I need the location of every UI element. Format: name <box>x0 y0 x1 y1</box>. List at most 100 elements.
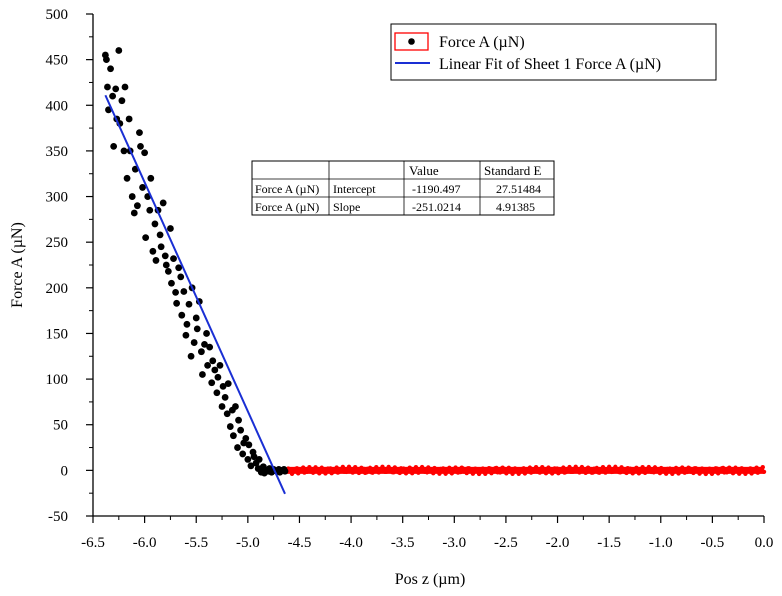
y-tick-label: 100 <box>46 372 69 388</box>
data-point <box>226 423 234 430</box>
data-point <box>214 373 222 381</box>
data-point <box>151 220 159 228</box>
data-point <box>161 252 169 260</box>
noise-marker <box>533 465 539 470</box>
noise-marker <box>313 465 318 470</box>
data-point <box>182 331 190 339</box>
noise-marker <box>600 465 606 470</box>
noise-marker <box>397 470 403 476</box>
noise-marker <box>624 470 629 476</box>
data-point <box>152 257 160 264</box>
data-point <box>170 255 177 263</box>
table-cell: -1190.497 <box>412 182 461 196</box>
legend-marker-scatter-icon <box>408 38 415 45</box>
data-point <box>247 462 255 470</box>
noise-marker <box>724 470 730 475</box>
y-tick-label: 400 <box>46 98 69 114</box>
y-axis-ticks: -50 0 50 100 150 200 250 300 350 400 450 500 <box>46 7 93 525</box>
table-border <box>251 160 555 216</box>
noise-marker <box>521 466 526 471</box>
noise-marker <box>761 469 767 474</box>
x-tick-label: -1.5 <box>597 535 621 551</box>
noise-marker <box>407 465 412 470</box>
fit-results-table: Value Standard E Force A (µN) Intercept … <box>251 160 555 216</box>
noise-marker <box>361 466 367 472</box>
data-point <box>123 174 131 182</box>
x-tick-label: -3.0 <box>442 535 466 551</box>
noise-marker <box>737 471 742 476</box>
table-cell: 4.91385 <box>496 200 535 214</box>
data-point <box>192 314 200 322</box>
x-tick-label: -6.0 <box>133 535 157 551</box>
data-point <box>121 83 129 91</box>
data-point <box>185 300 193 308</box>
data-point <box>235 416 242 424</box>
data-point <box>218 403 226 410</box>
noise-marker <box>294 466 300 471</box>
table-header-value: Value <box>409 163 439 178</box>
data-point <box>197 348 205 356</box>
noise-marker <box>590 470 596 475</box>
noise-marker <box>651 470 656 475</box>
data-point <box>118 97 126 105</box>
noise-marker <box>431 470 436 476</box>
noise-marker <box>720 465 726 471</box>
table-cell: -251.0214 <box>412 200 461 214</box>
y-tick-label: 500 <box>46 7 69 23</box>
x-axis-ticks: -6.5 -6.0 -5.5 -5.0 -4.5 -4.0 -3.5 -3.0 -2.5 -2.0… <box>81 516 773 551</box>
y-tick-label: 50 <box>53 418 68 434</box>
noise-marker <box>500 465 505 470</box>
noise-marker <box>494 465 499 471</box>
y-tick-label: 250 <box>46 235 69 251</box>
noise-marker <box>657 470 663 476</box>
data-point <box>178 311 186 319</box>
data-point <box>133 202 141 210</box>
data-point <box>187 352 195 360</box>
noise-marker <box>554 466 560 471</box>
data-point <box>180 288 188 295</box>
x-tick-label: -2.0 <box>546 535 570 551</box>
noncontact-data-band <box>284 464 767 477</box>
data-point <box>216 362 224 369</box>
data-point <box>128 193 136 200</box>
noise-marker <box>403 471 409 476</box>
data-point <box>147 174 155 182</box>
data-point <box>242 435 250 442</box>
table-cell: Force A (µN) <box>255 182 319 196</box>
data-point <box>109 92 117 100</box>
data-point <box>149 247 157 255</box>
noise-marker <box>561 465 566 470</box>
noise-marker <box>458 469 463 475</box>
data-point <box>199 371 206 378</box>
noise-marker <box>540 464 545 470</box>
x-tick-label: -5.5 <box>184 535 208 551</box>
data-point <box>110 142 118 150</box>
x-tick-label: -2.5 <box>494 535 518 551</box>
noise-marker <box>606 464 612 470</box>
noise-marker <box>663 471 669 476</box>
x-tick-label: -4.0 <box>339 535 363 551</box>
data-point <box>136 129 143 137</box>
y-axis-title: Force A (µN) <box>9 222 26 308</box>
data-point <box>203 330 210 337</box>
noise-marker <box>464 470 469 476</box>
data-point <box>204 362 211 369</box>
legend-label-force: Force A (µN) <box>439 34 525 51</box>
data-point <box>130 209 138 217</box>
x-tick-label: -0.5 <box>701 535 725 551</box>
noise-marker <box>630 471 635 476</box>
data-point <box>201 341 208 348</box>
data-point <box>173 299 181 307</box>
data-point <box>146 206 154 214</box>
data-point <box>245 441 253 449</box>
data-point <box>104 83 111 91</box>
noise-marker <box>697 471 702 476</box>
noise-marker <box>307 465 312 470</box>
data-point <box>139 184 146 191</box>
noise-marker <box>380 464 385 469</box>
data-point <box>120 147 128 155</box>
data-point <box>164 267 172 275</box>
data-point <box>125 115 133 123</box>
noise-marker <box>754 465 759 470</box>
